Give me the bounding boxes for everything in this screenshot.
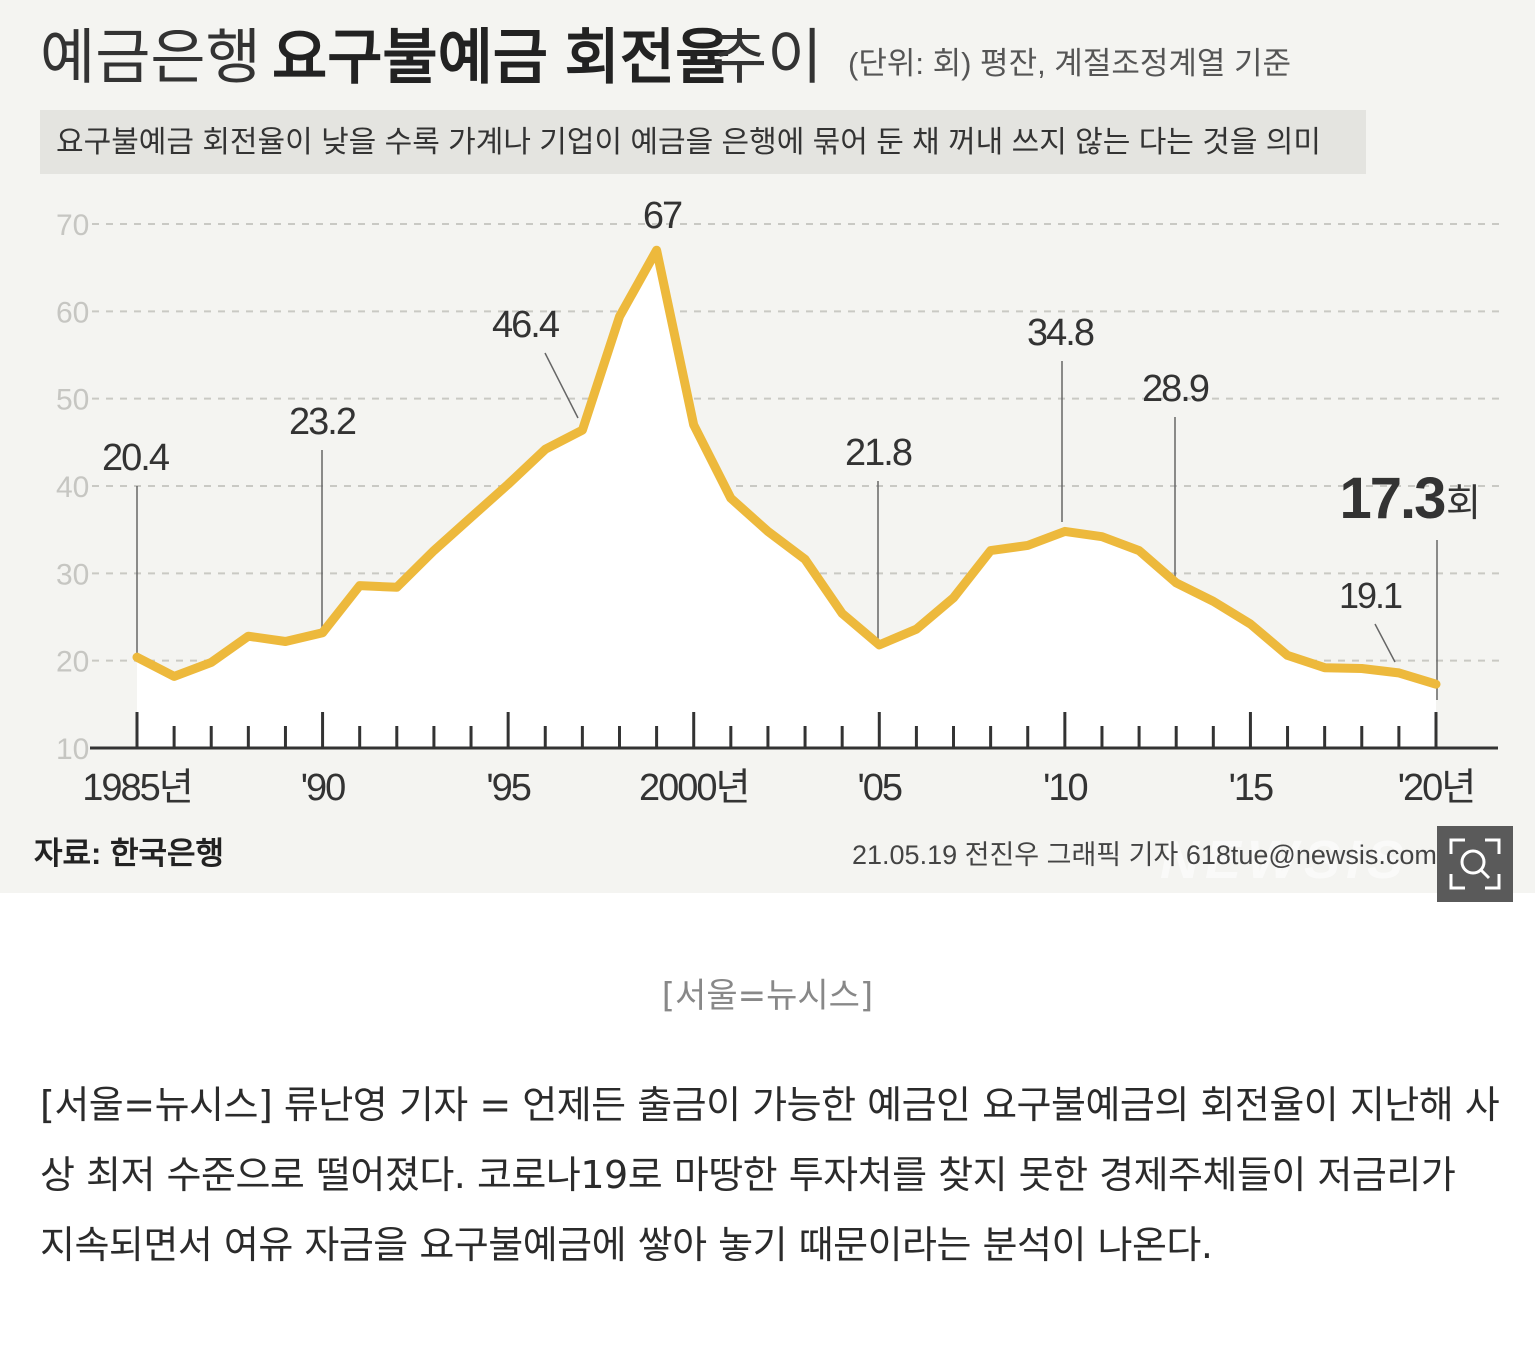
data-label: 28.9	[1142, 368, 1209, 410]
leader-line	[1374, 623, 1396, 663]
data-label: 19.1	[1339, 575, 1402, 616]
chart-figure: 예금은행 요구불예금 회전율 추이 (단위: 회) 평잔, 계절조정계열 기준 …	[0, 0, 1535, 902]
source-label: 자료: 한국은행	[34, 836, 224, 871]
chart-title-tail: 추이	[712, 24, 822, 91]
y-tick-label: 60	[56, 296, 89, 329]
x-tick-label: 1985년	[82, 767, 192, 809]
chart: 예금은행 요구불예금 회전율 추이 (단위: 회) 평잔, 계절조정계열 기준 …	[34, 24, 1500, 890]
leader-line	[544, 352, 579, 419]
data-label: 34.8	[1027, 312, 1094, 354]
highlight-unit: 회	[1446, 483, 1481, 525]
unit-note: (단위: 회) 평잔, 계절조정계열 기준	[848, 46, 1291, 81]
data-label: 46.4	[492, 304, 560, 346]
data-label: 21.8	[845, 432, 912, 474]
x-tick-label: 2000년	[639, 767, 749, 809]
y-tick-label: 30	[56, 558, 89, 591]
y-tick-label: 50	[56, 384, 89, 417]
data-label: 17.3	[1340, 466, 1446, 531]
series-line	[132, 245, 1441, 689]
y-tick-label: 40	[56, 471, 89, 504]
article-body: [서울=뉴시스] 류난영 기자 = 언제든 출금이 가능한 예금인 요구불예금의…	[40, 1083, 1500, 1267]
chart-title-bold: 요구불예금 회전율	[272, 24, 730, 91]
y-tick-label: 20	[56, 646, 89, 679]
data-label: 23.2	[289, 401, 356, 443]
x-tick-label: '95	[486, 767, 530, 809]
x-tick-label: '90	[301, 767, 345, 809]
graphic-credit: 21.05.19 전진우 그래픽 기자 618tue@newsis.com	[852, 840, 1437, 870]
search-icon	[1449, 838, 1501, 890]
x-tick-label: '15	[1229, 767, 1273, 809]
zoom-button[interactable]	[1437, 826, 1513, 902]
y-tick-label: 10	[56, 733, 89, 766]
area-fill	[137, 250, 1436, 748]
chart-subtitle: 요구불예금 회전율이 낮을 수록 가계나 기업이 예금을 은행에 묶어 둔 채 …	[56, 126, 1321, 159]
image-caption: [서울=뉴시스]	[661, 976, 874, 1016]
subtitle-band	[40, 110, 1366, 174]
newsis-watermark: NEWSIS	[1160, 830, 1409, 890]
data-label: 20.4	[102, 437, 170, 479]
x-tick-label: '05	[858, 767, 902, 809]
chart-title-light: 예금은행	[40, 24, 261, 91]
data-label: 67	[643, 195, 682, 237]
x-tick-label: '20년	[1398, 767, 1474, 809]
y-tick-label: 70	[56, 209, 89, 242]
x-tick-label: '10	[1043, 767, 1087, 809]
